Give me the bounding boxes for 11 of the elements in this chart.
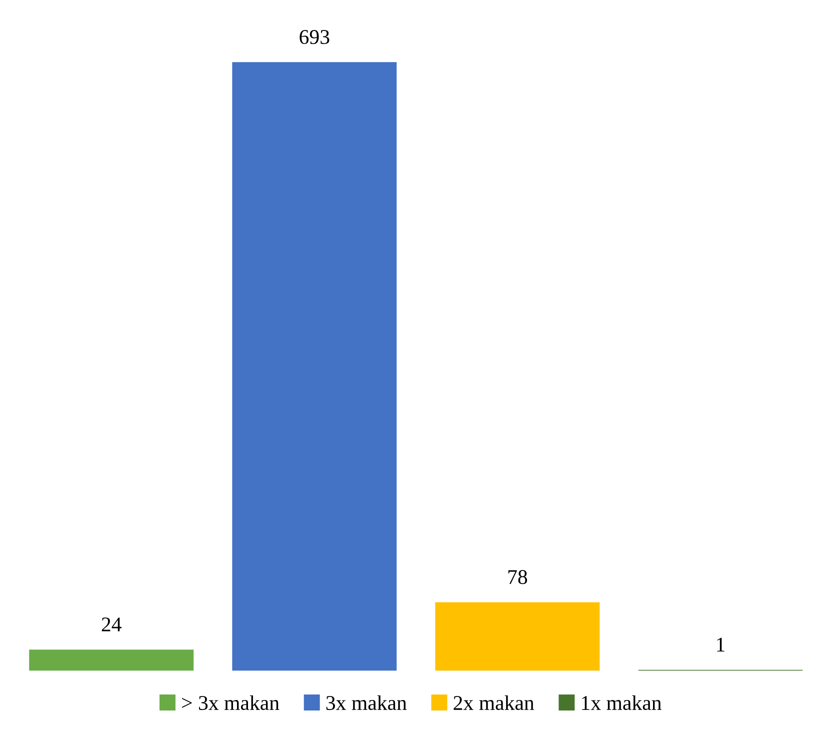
- bar: [29, 650, 194, 671]
- legend-label: > 3x makan: [182, 695, 280, 710]
- bar: [232, 62, 397, 671]
- data-label: 693: [300, 30, 330, 44]
- legend-label: 1x makan: [582, 695, 662, 710]
- legend-label: 3x makan: [326, 695, 407, 710]
- bar: [435, 602, 600, 671]
- legend-label: 2x makan: [454, 695, 534, 710]
- data-label: 24: [102, 618, 122, 632]
- data-label: 78: [508, 570, 528, 584]
- data-label: 1: [717, 638, 724, 652]
